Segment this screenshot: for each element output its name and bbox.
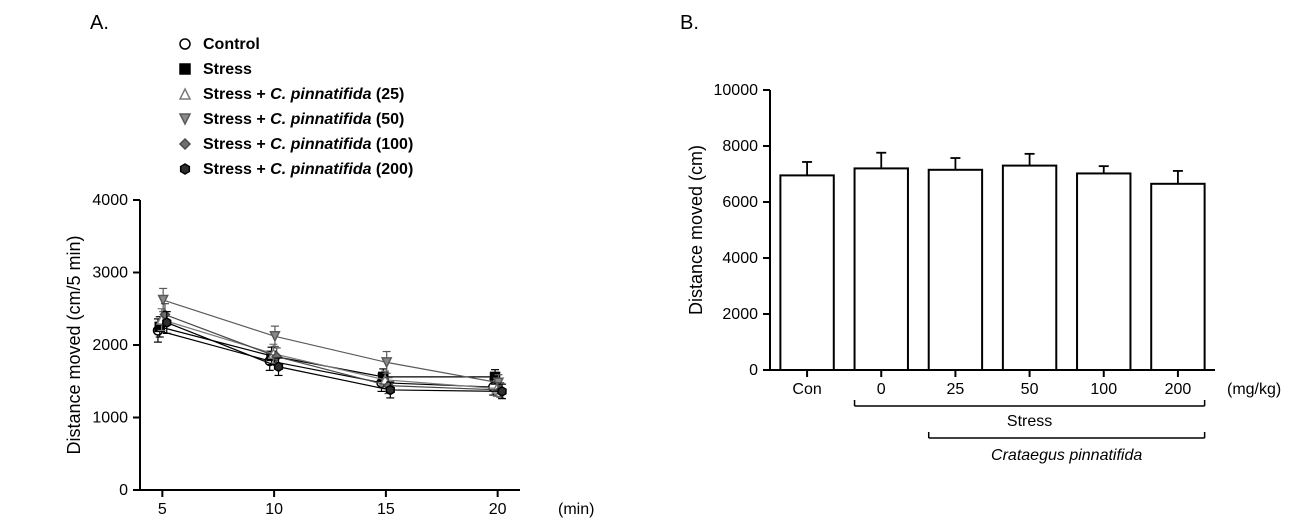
svg-text:Stress + C. pinnatifida (100): Stress + C. pinnatifida (100) (203, 136, 413, 153)
svg-text:50: 50 (1021, 381, 1039, 398)
svg-text:Con: Con (792, 381, 821, 398)
svg-text:0: 0 (749, 362, 758, 379)
svg-text:Stress: Stress (1007, 413, 1052, 430)
svg-text:100: 100 (1090, 381, 1117, 398)
svg-text:5: 5 (158, 501, 167, 518)
svg-text:200: 200 (1165, 381, 1192, 398)
svg-text:3000: 3000 (92, 265, 128, 282)
svg-text:0: 0 (877, 381, 886, 398)
svg-text:Stress + C. pinnatifida (50): Stress + C. pinnatifida (50) (203, 111, 404, 128)
svg-text:4000: 4000 (92, 192, 128, 209)
svg-text:2000: 2000 (722, 306, 758, 323)
svg-text:Distance moved (cm/5 min): Distance moved (cm/5 min) (64, 235, 84, 454)
svg-text:(mg/kg): (mg/kg) (1227, 381, 1281, 398)
svg-text:20: 20 (489, 501, 507, 518)
panel-b-chart: 0200040006000800010000Distance moved (cm… (660, 0, 1294, 520)
svg-text:Stress: Stress (203, 61, 252, 78)
svg-text:Distance moved (cm): Distance moved (cm) (686, 145, 706, 315)
svg-text:Stress + C. pinnatifida (25): Stress + C. pinnatifida (25) (203, 86, 404, 103)
figure-panel: { "panelA": { "label": "A.", "type": "li… (0, 0, 1294, 532)
svg-text:Crataegus pinnatifida: Crataegus pinnatifida (991, 447, 1142, 464)
svg-text:Stress + C. pinnatifida (200): Stress + C. pinnatifida (200) (203, 161, 413, 178)
svg-text:2000: 2000 (92, 337, 128, 354)
svg-text:6000: 6000 (722, 194, 758, 211)
svg-text:1000: 1000 (92, 410, 128, 427)
svg-text:25: 25 (947, 381, 965, 398)
svg-text:(min): (min) (558, 501, 594, 518)
svg-text:10: 10 (265, 501, 283, 518)
svg-text:10000: 10000 (714, 82, 759, 99)
panel-a-chart: 0 1000 2000 3000 4000 5 10 15 20 (min) Distance mo… (20, 0, 620, 520)
svg-text:15: 15 (377, 501, 395, 518)
svg-text:8000: 8000 (722, 138, 758, 155)
svg-text:4000: 4000 (722, 250, 758, 267)
svg-text:Control: Control (203, 36, 260, 53)
svg-text:0: 0 (119, 482, 128, 499)
